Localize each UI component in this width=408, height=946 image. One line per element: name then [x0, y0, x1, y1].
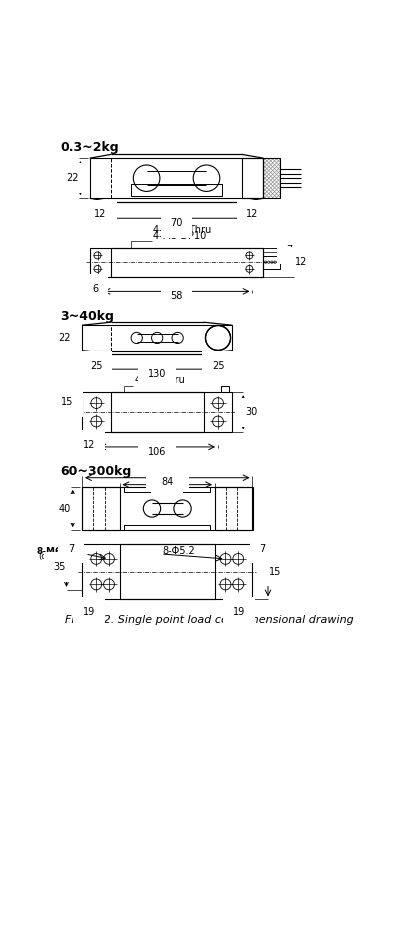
Bar [82, 544, 253, 600]
Bar [215, 487, 253, 530]
Text: 58: 58 [171, 291, 183, 301]
Text: Figure 2. Single point load cell dimensional drawing: Figure 2. Single point load cell dimensi… [65, 615, 353, 624]
Text: 12: 12 [295, 257, 308, 267]
Text: 25: 25 [90, 361, 102, 371]
Text: 8-Φ5.2: 8-Φ5.2 [162, 546, 195, 556]
Text: 35: 35 [53, 562, 66, 572]
Text: 70: 70 [171, 218, 183, 228]
Text: 12: 12 [83, 440, 95, 449]
Text: 40: 40 [59, 503, 71, 514]
Text: 15: 15 [269, 567, 281, 577]
Text: 3~40kg: 3~40kg [60, 310, 114, 323]
Bar [82, 487, 253, 530]
Bar [124, 487, 210, 492]
Bar [120, 544, 215, 600]
Bar [242, 158, 263, 199]
Bar [263, 158, 280, 199]
Bar [82, 325, 232, 351]
Bar [263, 158, 280, 199]
Text: 106: 106 [148, 447, 166, 457]
Bar [242, 158, 263, 199]
Text: 6: 6 [92, 284, 98, 294]
Bar [263, 158, 280, 199]
Bar [215, 487, 253, 530]
Text: 84: 84 [161, 477, 173, 486]
Text: 7: 7 [68, 544, 74, 553]
Text: 4-M3 DP10: 4-M3 DP10 [153, 232, 206, 241]
Text: 150: 150 [157, 469, 178, 479]
Text: 30: 30 [245, 408, 257, 417]
Bar [131, 184, 222, 196]
Bar [120, 544, 215, 600]
Bar [222, 386, 229, 393]
Text: 22: 22 [59, 333, 71, 343]
Bar [111, 248, 263, 277]
Bar [111, 393, 204, 432]
Text: 7: 7 [286, 245, 293, 254]
Text: 12: 12 [94, 209, 107, 219]
Bar [82, 487, 120, 530]
Bar [120, 544, 215, 600]
Bar [111, 393, 204, 432]
Bar [242, 158, 263, 199]
Bar [90, 158, 263, 199]
Bar [82, 487, 120, 530]
Text: 15: 15 [61, 397, 73, 408]
Bar [111, 248, 263, 277]
Text: 4-Φ2.5 Thru: 4-Φ2.5 Thru [153, 225, 211, 236]
Circle shape [206, 325, 231, 350]
Text: (depth20): (depth20) [38, 552, 80, 561]
Text: 12: 12 [246, 209, 259, 219]
Bar [111, 393, 204, 432]
Text: 0.3~2kg: 0.3~2kg [60, 141, 119, 154]
Bar [263, 255, 280, 269]
Text: 8-M6-6H: 8-M6-6H [37, 547, 80, 555]
Text: 7: 7 [259, 544, 266, 553]
Bar [124, 525, 210, 530]
Text: 25: 25 [212, 361, 224, 371]
Text: 19: 19 [83, 606, 95, 617]
Bar [82, 393, 232, 432]
Bar [111, 248, 263, 277]
Text: 22: 22 [67, 173, 79, 184]
Bar [82, 487, 120, 530]
Text: 60~300kg: 60~300kg [60, 465, 131, 479]
Text: 19: 19 [233, 606, 245, 617]
Bar [215, 487, 253, 530]
Text: 130: 130 [148, 369, 166, 378]
Bar [90, 248, 263, 277]
Text: 4-M6 Thru: 4-M6 Thru [135, 375, 184, 385]
